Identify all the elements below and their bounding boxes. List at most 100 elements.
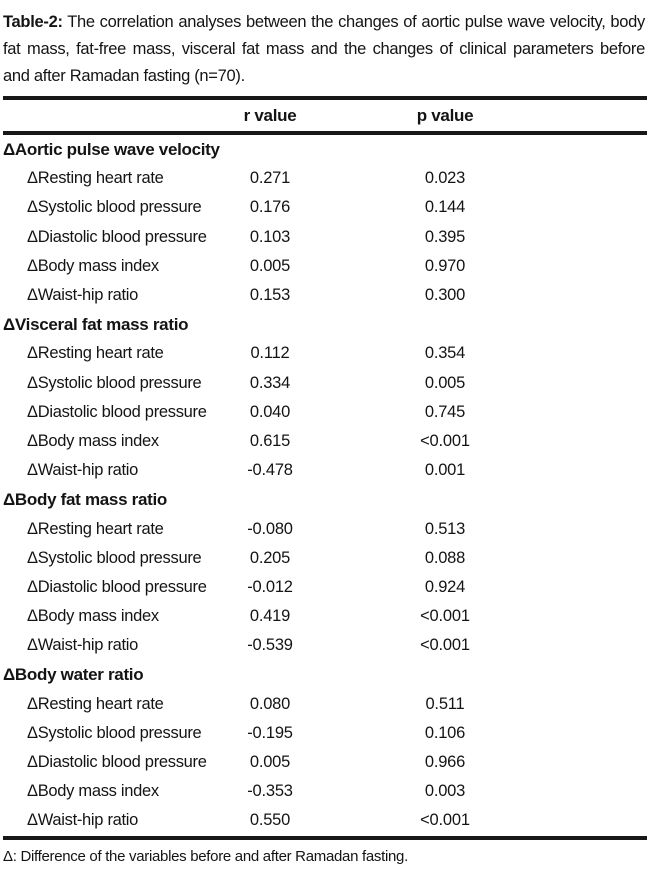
table-row: ΔBody mass index 0.005 0.970 xyxy=(0,252,650,281)
r-value: 0.112 xyxy=(250,344,290,363)
p-value: <0.001 xyxy=(420,431,470,450)
r-value: -0.012 xyxy=(247,577,293,596)
r-value: 0.615 xyxy=(249,431,291,450)
section-header-row: ΔAortic pulse wave velocity xyxy=(0,135,650,164)
p-value: 0.144 xyxy=(424,198,466,217)
row-label: ΔWaist-hip ratio xyxy=(27,636,139,655)
row-label: ΔBody mass index xyxy=(27,782,159,801)
table-footnote: Δ: Difference of the variables before an… xyxy=(3,847,408,865)
p-value: <0.001 xyxy=(420,636,470,655)
row-label: ΔWaist-hip ratio xyxy=(27,811,139,830)
r-value: 0.419 xyxy=(249,607,291,626)
p-value: 0.088 xyxy=(424,548,466,567)
r-value: 0.103 xyxy=(249,227,291,246)
row-label: ΔResting heart rate xyxy=(27,344,164,363)
table-row: ΔResting heart rate 0.080 0.511 xyxy=(0,690,650,719)
column-header-r-value: r value xyxy=(243,105,297,125)
table-row: ΔDiastolic blood pressure 0.040 0.745 xyxy=(0,398,650,427)
row-label: ΔBody mass index xyxy=(27,431,159,450)
table-caption-text: The correlation analyses between the cha… xyxy=(3,13,645,85)
table-row: ΔBody mass index 0.419 <0.001 xyxy=(0,602,650,631)
p-value: 0.970 xyxy=(424,256,466,275)
row-label: ΔBody mass index xyxy=(27,607,159,626)
r-value: -0.353 xyxy=(247,782,293,801)
p-value: 0.300 xyxy=(424,286,466,305)
table-row: ΔDiastolic blood pressure 0.005 0.966 xyxy=(0,748,650,777)
table-row: ΔBody mass index 0.615 <0.001 xyxy=(0,427,650,456)
section-header: ΔVisceral fat mass ratio xyxy=(3,314,189,334)
section-header: ΔBody fat mass ratio xyxy=(3,489,167,509)
p-value: 0.106 xyxy=(424,723,466,742)
table-row: ΔDiastolic blood pressure -0.012 0.924 xyxy=(0,573,650,602)
table-row: ΔSystolic blood pressure 0.205 0.088 xyxy=(0,544,650,573)
row-label: ΔResting heart rate xyxy=(27,694,164,713)
r-value: 0.334 xyxy=(249,373,291,392)
r-value: 0.005 xyxy=(249,256,291,275)
section-header: ΔBody water ratio xyxy=(3,664,144,684)
table-row: ΔSystolic blood pressure 0.334 0.005 xyxy=(0,369,650,398)
r-value: -0.080 xyxy=(247,519,293,538)
r-value: 0.550 xyxy=(249,811,291,830)
p-value: 0.354 xyxy=(424,344,466,363)
p-value: <0.001 xyxy=(420,607,470,626)
row-label: ΔDiastolic blood pressure xyxy=(27,753,207,772)
header-rule xyxy=(3,131,647,135)
p-value: 0.745 xyxy=(424,402,466,421)
p-value: 0.513 xyxy=(424,519,466,538)
table-row: ΔResting heart rate 0.112 0.354 xyxy=(0,339,650,368)
table-row: ΔWaist-hip ratio 0.153 0.300 xyxy=(0,281,650,310)
table-row: ΔWaist-hip ratio 0.550 <0.001 xyxy=(0,806,650,835)
r-value: 0.080 xyxy=(249,694,291,713)
top-rule xyxy=(3,96,647,100)
row-label: ΔSystolic blood pressure xyxy=(27,198,202,217)
row-label: ΔDiastolic blood pressure xyxy=(27,227,207,246)
table-row: ΔDiastolic blood pressure 0.103 0.395 xyxy=(0,223,650,252)
table-caption: Table-2: The correlation analyses betwee… xyxy=(0,0,650,96)
table-row: ΔResting heart rate -0.080 0.513 xyxy=(0,514,650,543)
p-value: 0.395 xyxy=(424,227,466,246)
r-value: 0.205 xyxy=(249,548,291,567)
p-value: 0.023 xyxy=(424,169,466,188)
r-value: -0.539 xyxy=(247,636,293,655)
r-value: 0.271 xyxy=(249,169,291,188)
section-header: ΔAortic pulse wave velocity xyxy=(3,139,220,159)
table-header-row: r value p value xyxy=(0,100,650,131)
p-value: 0.924 xyxy=(424,577,466,596)
r-value: -0.195 xyxy=(247,723,293,742)
p-value: 0.003 xyxy=(424,782,466,801)
row-label: ΔSystolic blood pressure xyxy=(27,548,202,567)
row-label: ΔSystolic blood pressure xyxy=(27,723,202,742)
row-label: ΔDiastolic blood pressure xyxy=(27,577,207,596)
p-value: 0.001 xyxy=(424,461,466,480)
row-label: ΔSystolic blood pressure xyxy=(27,373,202,392)
table-caption-label: Table-2: xyxy=(3,13,63,31)
section-header-row: ΔBody water ratio xyxy=(0,660,650,689)
row-label: ΔDiastolic blood pressure xyxy=(27,402,207,421)
table-row: ΔWaist-hip ratio -0.478 0.001 xyxy=(0,456,650,485)
r-value: -0.478 xyxy=(247,461,293,480)
r-value: 0.040 xyxy=(249,402,291,421)
section-header-row: ΔBody fat mass ratio xyxy=(0,485,650,514)
table-row: ΔSystolic blood pressure -0.195 0.106 xyxy=(0,719,650,748)
row-label: ΔWaist-hip ratio xyxy=(27,286,139,305)
section-header-row: ΔVisceral fat mass ratio xyxy=(0,310,650,339)
table-row: ΔResting heart rate 0.271 0.023 xyxy=(0,164,650,193)
row-label: ΔBody mass index xyxy=(27,256,159,275)
p-value: 0.966 xyxy=(424,753,466,772)
column-header-p-value: p value xyxy=(416,105,474,125)
table-row: ΔBody mass index -0.353 0.003 xyxy=(0,777,650,806)
r-value: 0.153 xyxy=(249,286,291,305)
p-value: <0.001 xyxy=(420,811,470,830)
table-row: ΔWaist-hip ratio -0.539 <0.001 xyxy=(0,631,650,660)
table-row: ΔSystolic blood pressure 0.176 0.144 xyxy=(0,193,650,222)
row-label: ΔWaist-hip ratio xyxy=(27,461,139,480)
bottom-rule xyxy=(3,835,647,840)
r-value: 0.005 xyxy=(249,753,291,772)
p-value: 0.511 xyxy=(425,694,465,713)
row-label: ΔResting heart rate xyxy=(27,169,164,188)
r-value: 0.176 xyxy=(249,198,291,217)
row-label: ΔResting heart rate xyxy=(27,519,164,538)
p-value: 0.005 xyxy=(424,373,466,392)
table-body: ΔAortic pulse wave velocity ΔResting hear… xyxy=(0,135,650,836)
